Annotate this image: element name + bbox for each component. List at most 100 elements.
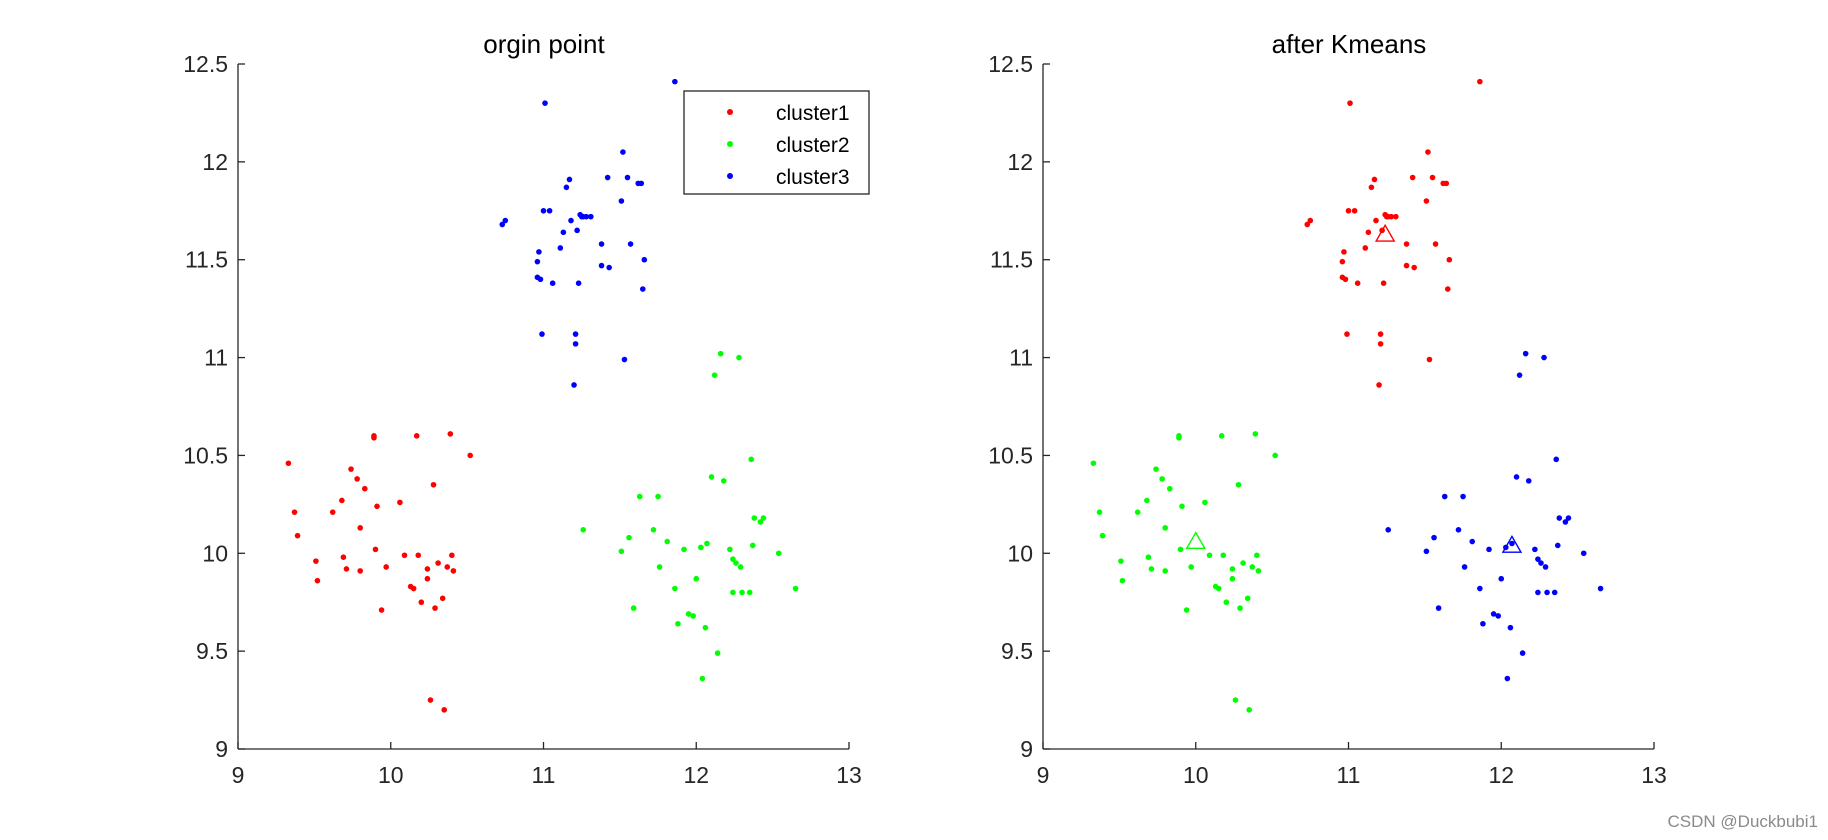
cluster2-point <box>1246 707 1253 713</box>
cluster2-point <box>675 620 681 627</box>
cluster2-point <box>1148 566 1155 572</box>
cluster2-point <box>1252 431 1259 437</box>
cluster2-point <box>708 474 715 480</box>
cluster2-point <box>730 556 736 562</box>
cluster1-point <box>357 525 364 531</box>
cluster2-point <box>1220 552 1227 559</box>
cluster3-point <box>1525 478 1532 484</box>
cluster1-point <box>1423 198 1430 204</box>
cluster2-point <box>1240 560 1246 566</box>
cluster3-point <box>563 184 570 191</box>
cluster3-point <box>1551 589 1558 596</box>
cluster3-point <box>1486 546 1492 553</box>
cluster3-point <box>560 229 567 236</box>
cluster2-point <box>690 613 696 619</box>
cluster3-point <box>1562 519 1569 525</box>
legend-label-cluster1: cluster1 <box>776 102 850 125</box>
legend-marker-cluster3 <box>727 173 733 179</box>
x-tick-label: 13 <box>1641 762 1667 788</box>
cluster3-point <box>1495 613 1501 619</box>
cluster2-point <box>1215 585 1222 592</box>
cluster2-point <box>1179 503 1185 510</box>
cluster2-point <box>702 624 709 631</box>
y-tick-label: 12 <box>202 149 228 175</box>
cluster2-point <box>685 611 692 617</box>
y-tick-label: 12.5 <box>183 51 228 77</box>
y-tick-label: 10 <box>1007 540 1033 566</box>
cluster1-point <box>1411 264 1417 271</box>
cluster2-point <box>704 540 710 547</box>
y-tick-label: 12 <box>1007 149 1033 175</box>
cluster3-point <box>618 198 625 204</box>
x-tick-label: 12 <box>1488 762 1514 788</box>
cluster2-point <box>720 478 727 484</box>
cluster2-point <box>1255 568 1262 574</box>
legend-marker-cluster1 <box>727 109 733 115</box>
cluster2-point <box>699 675 706 682</box>
cluster2-point <box>775 550 782 557</box>
watermark: CSDN @Duckbubi1 <box>1667 812 1818 831</box>
cluster2-point <box>1099 532 1106 539</box>
cluster3-point <box>574 227 580 234</box>
cluster3-point <box>549 280 556 287</box>
cluster3-point <box>539 331 545 337</box>
cluster3-point <box>566 176 573 183</box>
cluster3-point <box>1507 624 1514 631</box>
x-tick-label: 11 <box>532 762 556 788</box>
cluster2-point <box>751 515 758 521</box>
cluster1-point <box>1362 245 1369 251</box>
cluster1-point <box>1365 229 1372 236</box>
y-tick-label: 11 <box>1009 345 1033 371</box>
cluster1-point <box>1376 382 1382 388</box>
cluster1-point <box>1444 286 1451 292</box>
cluster1-point <box>397 499 403 506</box>
cluster2-point <box>1134 509 1141 515</box>
cluster2-point <box>730 589 736 596</box>
cluster2-point <box>1218 433 1225 439</box>
cluster3-point <box>1385 527 1392 533</box>
cluster1-point <box>291 509 298 515</box>
y-tick-label: 9.5 <box>1001 638 1033 664</box>
cluster3-point <box>534 258 541 265</box>
right-plot-title: after Kmeans <box>1272 29 1427 59</box>
cluster2-point <box>757 519 764 525</box>
cluster3-point <box>1469 538 1476 545</box>
cluster1-point <box>340 554 347 560</box>
cluster1-point <box>371 435 377 441</box>
cluster3-point <box>620 149 626 155</box>
cluster3-point <box>1553 456 1560 463</box>
legend-label-cluster2: cluster2 <box>776 134 850 157</box>
cluster3-point <box>1431 534 1437 541</box>
cluster1-point <box>1373 217 1379 224</box>
cluster1-point <box>413 433 420 439</box>
x-tick-label: 9 <box>232 762 245 788</box>
cluster2-point <box>1202 499 1208 506</box>
cluster1-point <box>1377 341 1384 347</box>
y-tick-label: 11 <box>204 345 228 371</box>
cluster1-point <box>467 452 473 459</box>
cluster3-point <box>1509 540 1515 547</box>
legend[interactable]: cluster1 cluster2 cluster3 <box>683 90 870 195</box>
cluster3-point <box>1519 650 1526 656</box>
cluster1-point <box>1477 78 1483 85</box>
cluster1-point <box>1347 100 1353 106</box>
legend-box <box>683 90 870 195</box>
right-scatter-plot: after Kmeans 9 10 11 12 13 9 9.5 10 10.5 11 11.5 12… <box>988 29 1667 788</box>
cluster1-point <box>444 564 451 570</box>
cluster1-centroid-marker <box>1374 223 1396 242</box>
cluster1-point <box>1426 356 1433 363</box>
cluster1-point <box>1342 276 1349 283</box>
cluster1-point <box>361 485 368 492</box>
cluster3-point <box>672 78 678 85</box>
cluster1-point <box>1377 331 1384 337</box>
cluster2-point <box>727 546 733 553</box>
cluster3-point <box>1460 493 1466 500</box>
cluster2-point <box>655 493 661 500</box>
cluster1-point <box>285 460 292 467</box>
cluster2-point <box>672 585 678 592</box>
y-tick-label: 10 <box>202 540 228 566</box>
cluster2-point <box>1119 577 1126 584</box>
cluster2-point <box>737 564 744 570</box>
cluster3-point <box>1490 611 1497 617</box>
